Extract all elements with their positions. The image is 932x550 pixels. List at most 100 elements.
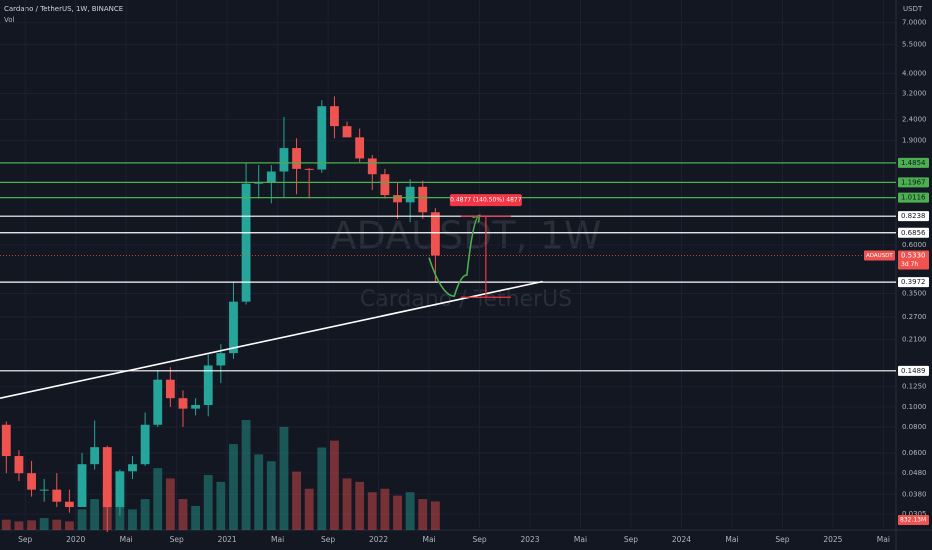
x-tick-label: Mai (422, 535, 435, 544)
volume-bar (191, 505, 201, 530)
y-tick-label: 2.4000 (902, 115, 927, 123)
candle-body (216, 353, 226, 366)
volume-bar (39, 517, 49, 530)
y-tick-label: 0.3500 (902, 290, 927, 298)
x-tick-label: 2023 (520, 535, 539, 544)
level-label: 0.6856 (901, 229, 926, 237)
volume-bar (317, 447, 327, 530)
level-label: 1.4854 (901, 159, 926, 167)
x-tick-label: 2025 (823, 535, 842, 544)
x-tick-label: Sep (624, 535, 638, 544)
candle-body (342, 126, 352, 138)
volume-bar (140, 499, 150, 530)
volume-bar (229, 444, 238, 530)
candle-body (153, 379, 163, 425)
candle-body (140, 424, 150, 465)
volume-bar (153, 468, 163, 530)
x-tick-label: 2021 (218, 535, 237, 544)
volume-bar (77, 509, 87, 530)
x-tick-label: Mai (877, 535, 890, 544)
x-tick-label: Mai (271, 535, 284, 544)
volume-bar (165, 478, 175, 530)
candle-body (115, 471, 125, 508)
candle-body (77, 464, 87, 508)
measure-label: 0.4877 (140.50%) 4877 (450, 197, 522, 204)
y-tick-label: 0.0600 (902, 449, 927, 457)
x-tick-label: Sep (472, 535, 486, 544)
candle-body (52, 489, 62, 502)
last-price-name-box (864, 250, 895, 261)
volume-bar (430, 501, 440, 530)
volume-bar (27, 520, 36, 530)
candle-body (203, 365, 213, 406)
candle-body (229, 301, 238, 354)
measure-label-box (449, 194, 522, 207)
volume-bar (330, 440, 339, 530)
candle-body (165, 379, 175, 399)
candle-body (14, 456, 24, 474)
volume-bar (216, 481, 226, 530)
x-tick-label: Sep (18, 535, 32, 544)
candle-body (380, 174, 390, 196)
y-tick-label: 0.1250 (902, 383, 927, 391)
volume-bar (14, 521, 24, 530)
y-tick-label: 0.0800 (902, 423, 927, 431)
volume-bar (266, 461, 276, 530)
last-price-box (898, 250, 929, 270)
level-label-box (898, 227, 929, 238)
x-tick-label: Mai (120, 535, 133, 544)
volume-label: 832.13M (900, 517, 926, 524)
candle-body (128, 464, 137, 472)
trendline (0, 280, 543, 399)
x-tick-label: 2024 (672, 535, 691, 544)
volume-bar (367, 492, 377, 530)
volume-bar (90, 499, 100, 530)
y-tick-label: 3.2000 (902, 89, 927, 97)
volume-bar (1, 519, 11, 530)
level-label-box (898, 177, 929, 188)
volume-bar (241, 420, 251, 530)
level-label-box (898, 211, 929, 222)
currency: USDT (903, 5, 923, 13)
candle-body (241, 183, 251, 302)
level-label: 0.8238 (901, 212, 926, 220)
y-tick-label: 0.0480 (902, 469, 927, 477)
y-tick-label: 0.1000 (902, 403, 927, 411)
candle-body (191, 405, 201, 409)
volume-bar (355, 481, 365, 530)
y-tick-label: 7.0000 (902, 19, 927, 27)
volume-bar (342, 478, 352, 530)
y-tick-label: 0.0305 (902, 510, 927, 518)
volume-bar (254, 454, 264, 530)
y-tick-label: 1.9000 (902, 137, 927, 145)
level-label-box (898, 365, 929, 376)
volume-bar (380, 488, 390, 530)
volume-bar (178, 499, 188, 530)
volume-label-box (898, 515, 929, 525)
volume-bar (405, 492, 415, 530)
candle-body (178, 398, 188, 409)
level-label-box (898, 277, 929, 288)
volume-bar (64, 521, 74, 530)
level-label-box (898, 157, 929, 168)
candle-body (279, 148, 289, 172)
volume-bar (279, 426, 289, 530)
x-tick-label: Mai (725, 535, 738, 544)
countdown: 3d 7h (901, 261, 918, 268)
candle-body (64, 501, 74, 508)
candle-body (1, 424, 11, 457)
y-tick-label: 4.0000 (902, 69, 927, 77)
candle-body (304, 168, 314, 170)
volume-bar (115, 505, 125, 530)
level-label-box (898, 192, 929, 203)
candle-body (367, 158, 377, 175)
projection-arrowhead (472, 214, 481, 223)
level-label: 1.0116 (901, 194, 926, 202)
chart-title: Cardano / TetherUS, 1W, BINANCE (4, 5, 123, 13)
volume-bar (304, 488, 314, 530)
volume-bar (393, 495, 402, 530)
candle-body (405, 186, 415, 203)
last-price-name: ADAUSDT (866, 253, 893, 259)
y-tick-label: 0.2100 (902, 336, 927, 344)
